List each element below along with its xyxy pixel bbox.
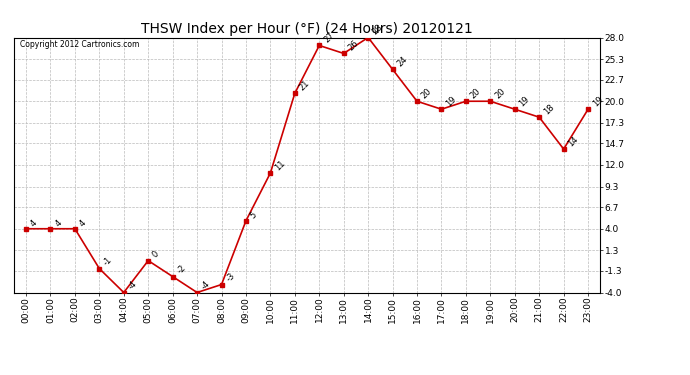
Text: -4: -4 <box>200 279 212 292</box>
Text: 20: 20 <box>420 87 433 100</box>
Text: 28: 28 <box>371 23 385 37</box>
Title: THSW Index per Hour (°F) (24 Hours) 20120121: THSW Index per Hour (°F) (24 Hours) 2012… <box>141 22 473 36</box>
Text: 19: 19 <box>591 94 604 108</box>
Text: 27: 27 <box>322 31 336 45</box>
Text: 0: 0 <box>151 250 161 260</box>
Text: -1: -1 <box>102 256 115 268</box>
Text: 4: 4 <box>29 218 39 228</box>
Text: 14: 14 <box>566 135 580 148</box>
Text: 5: 5 <box>248 210 259 220</box>
Text: 20: 20 <box>469 87 482 100</box>
Text: -3: -3 <box>224 272 237 284</box>
Text: 4: 4 <box>78 218 88 228</box>
Text: 20: 20 <box>493 87 507 100</box>
Text: 24: 24 <box>395 55 409 69</box>
Text: 18: 18 <box>542 102 556 116</box>
Text: 19: 19 <box>444 94 458 108</box>
Text: 11: 11 <box>273 158 287 172</box>
Text: 19: 19 <box>518 94 531 108</box>
Text: 21: 21 <box>297 79 311 93</box>
Text: -4: -4 <box>126 279 139 292</box>
Text: 26: 26 <box>346 39 360 53</box>
Text: Copyright 2012 Cartronics.com: Copyright 2012 Cartronics.com <box>19 40 139 49</box>
Text: 4: 4 <box>53 218 63 228</box>
Text: -2: -2 <box>175 264 188 276</box>
